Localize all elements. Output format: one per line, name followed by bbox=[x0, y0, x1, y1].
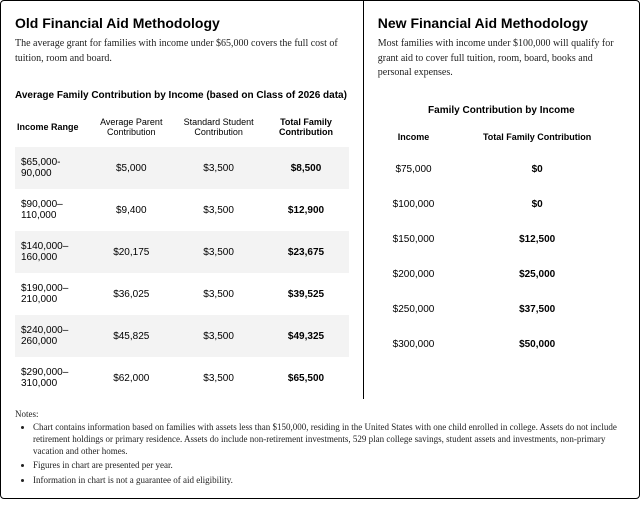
cell: $240,000–260,000 bbox=[15, 315, 89, 357]
table-row: $65,000-90,000$5,000$3,500$8,500 bbox=[15, 147, 349, 189]
old-table: Income Range Average Parent Contribution… bbox=[15, 111, 349, 399]
cell: $23,675 bbox=[263, 231, 349, 273]
cell: $62,000 bbox=[89, 357, 174, 399]
cell: $290,000–310,000 bbox=[15, 357, 89, 399]
table-row: $300,000$50,000 bbox=[378, 327, 625, 362]
cell: $90,000–110,000 bbox=[15, 189, 89, 231]
comparison-card: Old Financial Aid Methodology The averag… bbox=[0, 0, 640, 499]
cell: $25,000 bbox=[449, 257, 625, 292]
cell: $0 bbox=[449, 187, 625, 222]
cell: $3,500 bbox=[174, 231, 263, 273]
new-header-row: Income Total Family Contribution bbox=[378, 126, 625, 152]
old-col-1: Average Parent Contribution bbox=[89, 111, 174, 147]
cell: $49,325 bbox=[263, 315, 349, 357]
cell: $8,500 bbox=[263, 147, 349, 189]
table-row: $90,000–110,000$9,400$3,500$12,900 bbox=[15, 189, 349, 231]
cell: $3,500 bbox=[174, 273, 263, 315]
cell: $37,500 bbox=[449, 292, 625, 327]
old-header-row: Income Range Average Parent Contribution… bbox=[15, 111, 349, 147]
cell: $12,500 bbox=[449, 222, 625, 257]
note-item: Chart contains information based on fami… bbox=[33, 421, 627, 457]
new-description: Most families with income under $100,000… bbox=[378, 37, 625, 81]
old-description: The average grant for families with inco… bbox=[15, 37, 349, 66]
cell: $65,500 bbox=[263, 357, 349, 399]
cell: $300,000 bbox=[378, 327, 450, 362]
table-row: $290,000–310,000$62,000$3,500$65,500 bbox=[15, 357, 349, 399]
table-row: $140,000–160,000$20,175$3,500$23,675 bbox=[15, 231, 349, 273]
table-row: $150,000$12,500 bbox=[378, 222, 625, 257]
cell: $190,000–210,000 bbox=[15, 273, 89, 315]
cell: $50,000 bbox=[449, 327, 625, 362]
new-col-1: Total Family Contribution bbox=[449, 126, 625, 152]
cell: $140,000–160,000 bbox=[15, 231, 89, 273]
old-col-3: Total Family Contribution bbox=[263, 111, 349, 147]
columns-row: Old Financial Aid Methodology The averag… bbox=[1, 1, 639, 399]
notes-title: Notes: bbox=[15, 409, 627, 419]
note-item: Information in chart is not a guarantee … bbox=[33, 474, 627, 486]
cell: $75,000 bbox=[378, 152, 450, 187]
new-subheading: Family Contribution by Income bbox=[378, 105, 625, 116]
cell: $150,000 bbox=[378, 222, 450, 257]
old-methodology-col: Old Financial Aid Methodology The averag… bbox=[1, 1, 364, 399]
cell: $65,000-90,000 bbox=[15, 147, 89, 189]
old-heading: Old Financial Aid Methodology bbox=[15, 15, 349, 31]
cell: $3,500 bbox=[174, 357, 263, 399]
cell: $5,000 bbox=[89, 147, 174, 189]
cell: $100,000 bbox=[378, 187, 450, 222]
new-col-0: Income bbox=[378, 126, 450, 152]
cell: $20,175 bbox=[89, 231, 174, 273]
cell: $39,525 bbox=[263, 273, 349, 315]
table-row: $100,000$0 bbox=[378, 187, 625, 222]
cell: $3,500 bbox=[174, 147, 263, 189]
table-row: $250,000$37,500 bbox=[378, 292, 625, 327]
cell: $200,000 bbox=[378, 257, 450, 292]
cell: $36,025 bbox=[89, 273, 174, 315]
notes-section: Notes: Chart contains information based … bbox=[1, 399, 640, 498]
old-tbody: $65,000-90,000$5,000$3,500$8,500 $90,000… bbox=[15, 147, 349, 399]
cell: $250,000 bbox=[378, 292, 450, 327]
old-col-2: Standard Student Contribution bbox=[174, 111, 263, 147]
old-col-0: Income Range bbox=[15, 111, 89, 147]
new-methodology-col: New Financial Aid Methodology Most famil… bbox=[364, 1, 639, 399]
cell: $12,900 bbox=[263, 189, 349, 231]
table-row: $200,000$25,000 bbox=[378, 257, 625, 292]
new-heading: New Financial Aid Methodology bbox=[378, 15, 625, 31]
old-subheading: Average Family Contribution by Income (b… bbox=[15, 90, 349, 101]
cell: $9,400 bbox=[89, 189, 174, 231]
notes-list: Chart contains information based on fami… bbox=[15, 421, 627, 486]
cell: $0 bbox=[449, 152, 625, 187]
new-table: Income Total Family Contribution $75,000… bbox=[378, 126, 625, 362]
cell: $3,500 bbox=[174, 189, 263, 231]
table-row: $240,000–260,000$45,825$3,500$49,325 bbox=[15, 315, 349, 357]
table-row: $190,000–210,000$36,025$3,500$39,525 bbox=[15, 273, 349, 315]
table-row: $75,000$0 bbox=[378, 152, 625, 187]
cell: $45,825 bbox=[89, 315, 174, 357]
note-item: Figures in chart are presented per year. bbox=[33, 459, 627, 471]
new-tbody: $75,000$0 $100,000$0 $150,000$12,500 $20… bbox=[378, 152, 625, 362]
cell: $3,500 bbox=[174, 315, 263, 357]
